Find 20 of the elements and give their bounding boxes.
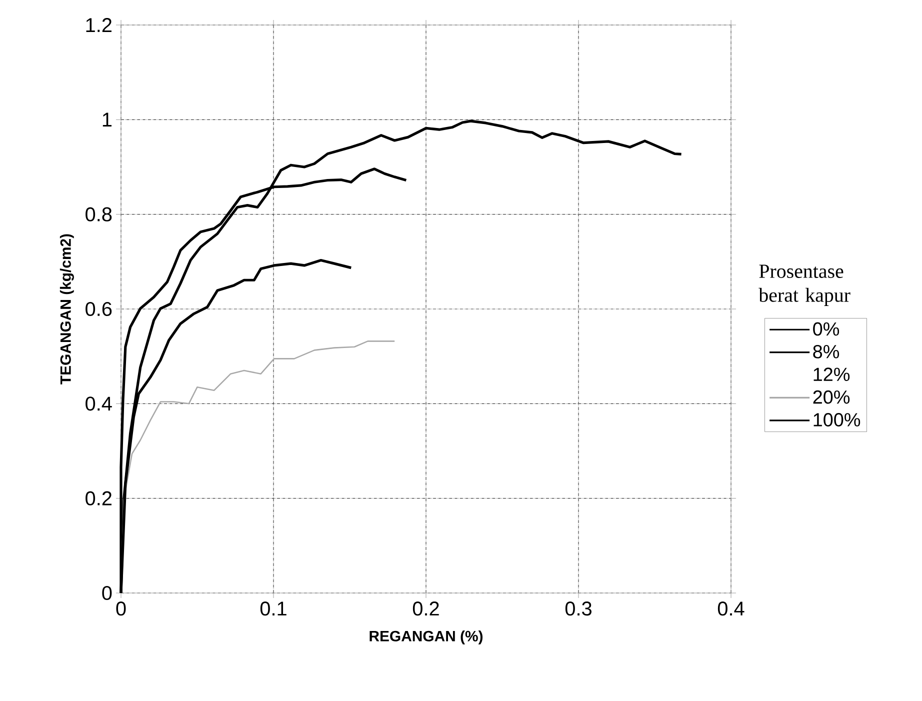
- y-tick-label: 0.8: [86, 207, 112, 222]
- legend-label: 0%: [813, 322, 840, 336]
- y-tick-label: 0.4: [86, 396, 112, 411]
- y-tick-label: 1.2: [86, 18, 112, 32]
- y-tick-label: 1: [102, 112, 112, 127]
- legend-label: 8%: [813, 344, 840, 358]
- x-tick-label: 0.3: [565, 602, 592, 616]
- x-tick-label: 0: [116, 602, 126, 616]
- y-tick-label: 0: [102, 586, 112, 600]
- y-axis-title: TEGANGAN (kg/cm2): [60, 234, 74, 384]
- legend-title: Prosentase berat kapur: [758, 264, 850, 306]
- y-tick-label: 0.6: [86, 302, 112, 316]
- x-tick-label: 0.4: [718, 602, 744, 616]
- x-tick-label: 0.2: [412, 602, 439, 616]
- x-tick-label: 0.1: [260, 602, 286, 616]
- legend-label: 100%: [814, 413, 860, 426]
- text: 12%: [814, 368, 850, 381]
- legend-label: 20%: [813, 390, 850, 404]
- x-axis-title: REGANGAN (%): [370, 630, 483, 644]
- y-tick-label: 0.2: [86, 491, 112, 506]
